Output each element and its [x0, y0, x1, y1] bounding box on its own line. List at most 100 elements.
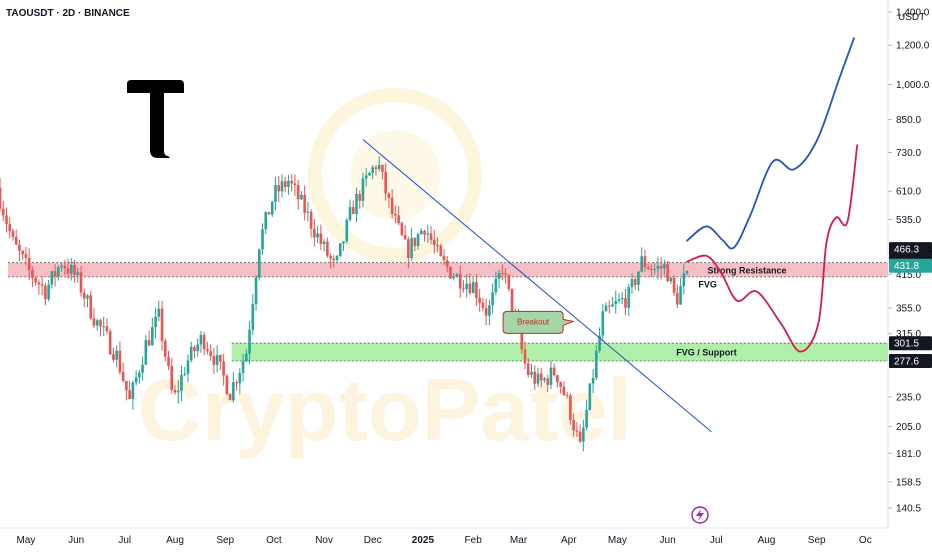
candle-body [57, 267, 60, 277]
candle-body [141, 364, 144, 373]
candle-body [582, 427, 585, 442]
candle-body [50, 271, 54, 285]
candle-body [89, 295, 93, 319]
candle-body [206, 349, 209, 352]
candle-body [682, 273, 686, 287]
price-marker-box [889, 242, 932, 257]
candle-body [672, 277, 676, 293]
candle-body [86, 295, 89, 299]
candle-body [420, 230, 423, 235]
candle-body [614, 300, 618, 305]
candle-body [552, 367, 556, 376]
candle-body [79, 272, 83, 293]
time-tick-label: Jun [660, 535, 676, 546]
candle-body [559, 382, 562, 387]
candle-body [390, 197, 394, 214]
zone-1 [231, 343, 888, 362]
candle-body [481, 302, 485, 308]
time-tick-label: May [16, 535, 35, 546]
candle-body [73, 264, 76, 275]
candle-body [475, 282, 478, 298]
candle-body [494, 278, 498, 293]
price-tick-label: 415.0 [896, 270, 921, 281]
candle-body [173, 389, 177, 393]
candle-body [351, 207, 355, 214]
time-axis[interactable]: May Jun Jul Aug Sep Oct Nov Dec 2025 Feb Mar Apr May… [16, 535, 871, 546]
candle-body [669, 277, 673, 282]
candle-body [280, 181, 284, 192]
candle-body [11, 231, 15, 237]
price-tick-label: 140.5 [896, 503, 921, 514]
price-marker-box [889, 258, 932, 273]
alert-lightning-icon[interactable] [691, 506, 709, 524]
candle-body [523, 349, 527, 364]
candle-body [40, 284, 44, 286]
candle-body [633, 279, 637, 285]
candle-body [95, 320, 99, 326]
candle-body [462, 288, 465, 290]
candle-body [309, 211, 313, 229]
candle-body [14, 236, 18, 245]
candle-body [277, 185, 281, 192]
candle-body [102, 326, 106, 328]
price-tick-label: 181.0 [896, 449, 921, 460]
candle-body [575, 430, 579, 432]
price-tick-label: 850.0 [896, 115, 921, 126]
symbol-title[interactable]: TAOUSDT · 2D · BINANCE [6, 8, 130, 19]
time-tick-label: Jul [710, 535, 723, 546]
candle-body [656, 266, 660, 270]
candle-body [8, 224, 12, 232]
candle-body [219, 354, 222, 362]
time-tick-label: Feb [465, 535, 483, 546]
candle-body [235, 382, 238, 384]
candle-body [607, 305, 611, 307]
tao-logo-icon [127, 80, 184, 158]
candles-layer [0, 156, 689, 452]
price-marker-label: 277.6 [894, 357, 919, 368]
candle-body [44, 285, 47, 300]
overlays-layer: FVG Breakout [362, 37, 859, 433]
candle-body [348, 207, 352, 220]
candle-body [264, 212, 268, 230]
candle-body [452, 276, 456, 279]
candle-body [397, 215, 400, 224]
time-tick-label: Sep [808, 535, 826, 546]
candle-body [371, 167, 375, 173]
candle-body [180, 374, 183, 391]
candle-body [27, 257, 31, 271]
time-tick-label: 2025 [412, 535, 435, 546]
descending-trendline [362, 139, 712, 433]
candle-body [624, 298, 627, 308]
price-axis[interactable]: 1,400.0 1,200.0 1,000.0 850.0 730.0 610.0 535.… [888, 7, 932, 514]
candle-body [290, 180, 293, 184]
candle-body [118, 350, 122, 373]
candle-body [637, 271, 640, 285]
candle-body [478, 297, 481, 303]
candle-body [154, 316, 157, 328]
candle-body [147, 340, 151, 346]
zone-label: FVG / Support [676, 348, 737, 358]
candle-body [604, 305, 608, 312]
candle-body [439, 245, 443, 256]
candle-body [225, 375, 229, 395]
candle-body [556, 375, 559, 383]
candle-body [134, 377, 138, 383]
price-marker-box [889, 354, 932, 369]
price-tick-label: 158.5 [896, 477, 921, 488]
candle-body [296, 185, 300, 200]
candle-body [403, 235, 407, 240]
candle-body [193, 346, 196, 352]
candle-body [646, 267, 650, 269]
candle-body [283, 181, 287, 187]
candle-body [361, 178, 365, 201]
candle-body [358, 194, 362, 201]
candle-body [676, 292, 679, 305]
candle-body [131, 382, 135, 399]
candle-body [176, 390, 180, 393]
candle-body [326, 241, 329, 256]
candle-body [432, 239, 436, 246]
price-tick-label: 610.0 [896, 187, 921, 198]
breakout-label: Breakout [517, 317, 550, 326]
